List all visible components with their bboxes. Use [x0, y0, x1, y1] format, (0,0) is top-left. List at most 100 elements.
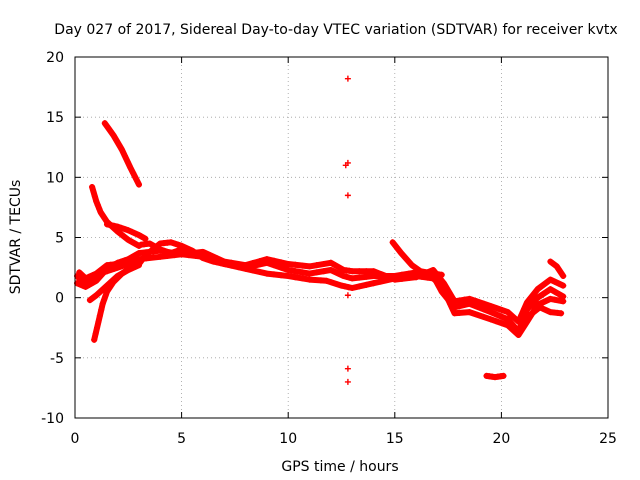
axis-ticks: 0 5 10 15 20 25 -10 -5 0 5 10 15 20: [41, 50, 617, 447]
data-point: [299, 262, 306, 269]
data-point: [473, 298, 480, 305]
data-point: [384, 277, 391, 284]
data-point: [499, 307, 506, 314]
data-point: [456, 303, 463, 310]
data-point: [425, 269, 432, 276]
data-point: [104, 124, 111, 131]
data-point: [125, 266, 132, 273]
data-point: [317, 277, 324, 284]
data-point: [401, 254, 408, 261]
data-point: [182, 248, 189, 255]
data-point: [101, 120, 108, 127]
data-point: [406, 273, 413, 280]
data-point: [493, 311, 500, 318]
data-point: [94, 202, 101, 209]
data-point: [79, 282, 86, 289]
data-point: [249, 267, 256, 274]
data-point: [107, 222, 114, 229]
data-point: [543, 307, 550, 314]
data-point: [493, 305, 500, 312]
data-point: [292, 261, 299, 268]
data-point: [349, 285, 356, 292]
data-point: [336, 264, 343, 271]
data-point: [389, 239, 396, 246]
data-point: [340, 273, 347, 280]
data-point: [511, 328, 518, 335]
data-point: [504, 316, 511, 323]
data-point: [249, 260, 256, 267]
data-point: [438, 282, 445, 289]
data-point: [338, 282, 345, 289]
data-point: [132, 230, 139, 237]
data-point: [116, 141, 123, 148]
data-point: [96, 289, 103, 296]
data-point: [377, 278, 384, 285]
data-point: [363, 281, 370, 288]
data-point: [167, 239, 174, 246]
data-point: [515, 318, 522, 325]
data-point: [150, 242, 157, 249]
data-point: [107, 128, 114, 135]
data-point: [164, 248, 171, 255]
data-point: [320, 268, 327, 275]
data-point: [135, 262, 142, 269]
y-tick-label: 20: [46, 50, 64, 66]
data-point: [114, 260, 121, 267]
data-point: [523, 299, 530, 306]
data-point: [96, 267, 103, 274]
data-point: [555, 266, 562, 273]
data-point: [531, 290, 538, 297]
data-point: [306, 270, 313, 277]
data-point: [527, 295, 534, 302]
data-point: [118, 146, 125, 153]
x-axis-label: GPS time / hours: [281, 459, 398, 475]
data-point: [100, 285, 107, 292]
data-point: [534, 294, 541, 301]
data-point: [121, 268, 128, 275]
data-point: [543, 289, 550, 296]
data-point: [147, 248, 154, 255]
data-point: [540, 305, 547, 312]
data-point: [333, 281, 340, 288]
data-point: [487, 316, 494, 323]
data-point: [447, 301, 454, 308]
x-tick-label: 0: [71, 431, 80, 447]
data-point: [511, 315, 518, 322]
data-point: [555, 297, 562, 304]
data-point: [306, 276, 313, 283]
data-point: [263, 270, 270, 277]
data-point: [466, 309, 473, 316]
series-band: [89, 184, 142, 249]
data-point: [130, 170, 137, 177]
y-tick-label: -10: [41, 411, 64, 427]
data-point: [93, 198, 100, 205]
data-point: [480, 313, 487, 320]
data-point: [312, 277, 319, 284]
data-point: [323, 277, 330, 284]
data-point: [418, 273, 425, 280]
y-tick-label: 15: [46, 110, 64, 126]
data-point: [118, 271, 125, 278]
data-point: [473, 303, 480, 310]
data-point: [356, 268, 363, 275]
data-point: [278, 272, 285, 279]
data-point: [508, 312, 515, 319]
data-point: [157, 253, 164, 260]
data-point: [499, 320, 506, 327]
data-point: [256, 258, 263, 265]
data-point: [500, 372, 507, 379]
data-point: [538, 299, 545, 306]
data-point: [547, 276, 554, 283]
data-point: [538, 283, 545, 290]
x-tick-label: 15: [386, 431, 404, 447]
data-point: [343, 273, 350, 280]
data-point: [207, 257, 214, 264]
data-point: [345, 284, 352, 291]
data-point: [142, 235, 149, 242]
data-point: [377, 271, 384, 278]
data-point: [480, 306, 487, 313]
data-point: [135, 250, 142, 257]
data-point: [398, 274, 405, 281]
data-point: [342, 283, 349, 290]
data-point: [461, 296, 468, 303]
